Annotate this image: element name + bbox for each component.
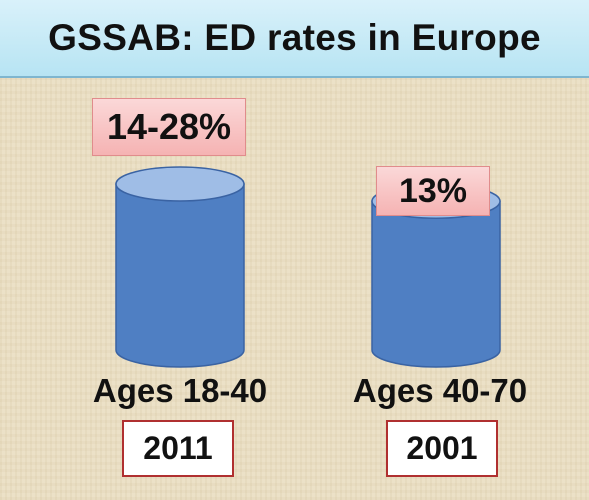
year-label-2001: 2001 [386, 420, 498, 477]
title-bar: GSSAB: ED rates in Europe [0, 0, 589, 78]
cylinder-bar-ages-18-40 [115, 166, 245, 368]
chart-title: GSSAB: ED rates in Europe [48, 17, 541, 58]
category-label-ages-18-40: Ages 18-40 [92, 372, 268, 409]
cylinder-body [371, 200, 501, 368]
category-label-ages-40-70: Ages 40-70 [352, 372, 528, 409]
value-label-ages-18-40: 14-28% [92, 98, 246, 156]
value-label-ages-40-70: 13% [376, 166, 490, 216]
cylinder-top [115, 166, 245, 202]
year-label-2011: 2011 [122, 420, 234, 477]
cylinder-body [115, 183, 245, 368]
